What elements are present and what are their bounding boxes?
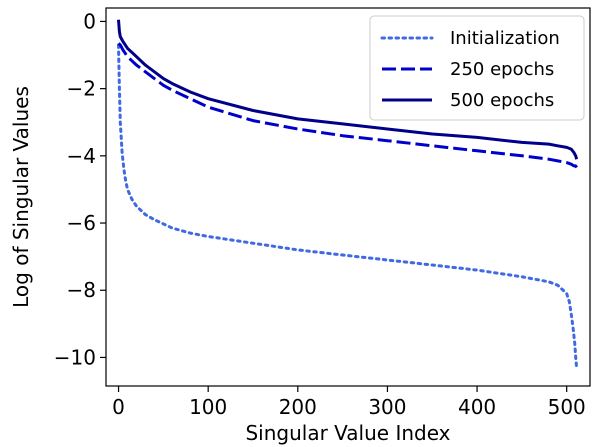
x-tick-label: 100 <box>189 395 227 419</box>
series-line-500-epochs <box>117 19 579 160</box>
x-axis-label: Singular Value Index <box>245 421 450 445</box>
x-tick-label: 0 <box>112 395 125 419</box>
legend-label: 250 epochs <box>450 59 554 80</box>
plot-frame <box>105 7 591 387</box>
y-tick-label: −6 <box>67 211 96 235</box>
y-axis-label: Log of Singular Values <box>9 86 33 308</box>
series-line-250-epochs <box>117 42 578 169</box>
legend: Initialization 250 epochs 500 epochs <box>369 15 585 121</box>
x-tick-label: 400 <box>458 395 496 419</box>
legend-box <box>369 15 585 121</box>
series-group <box>117 19 579 369</box>
x-tick-label: 500 <box>548 395 586 419</box>
y-tick-label: −4 <box>67 144 96 168</box>
legend-label: 500 epochs <box>450 90 554 111</box>
x-axis-ticks: 0 100 200 300 400 500 <box>112 386 586 419</box>
y-tick-label: −8 <box>67 278 96 302</box>
series-line-initialization <box>117 43 579 369</box>
y-axis-ticks: 0 −2 −4 −6 −8 −10 <box>54 9 106 369</box>
x-tick-label: 200 <box>279 395 317 419</box>
y-tick-label: 0 <box>83 9 96 33</box>
x-tick-label: 300 <box>368 395 406 419</box>
legend-label: Initialization <box>450 28 560 49</box>
y-tick-label: −2 <box>67 77 96 101</box>
y-tick-label: −10 <box>54 345 96 369</box>
